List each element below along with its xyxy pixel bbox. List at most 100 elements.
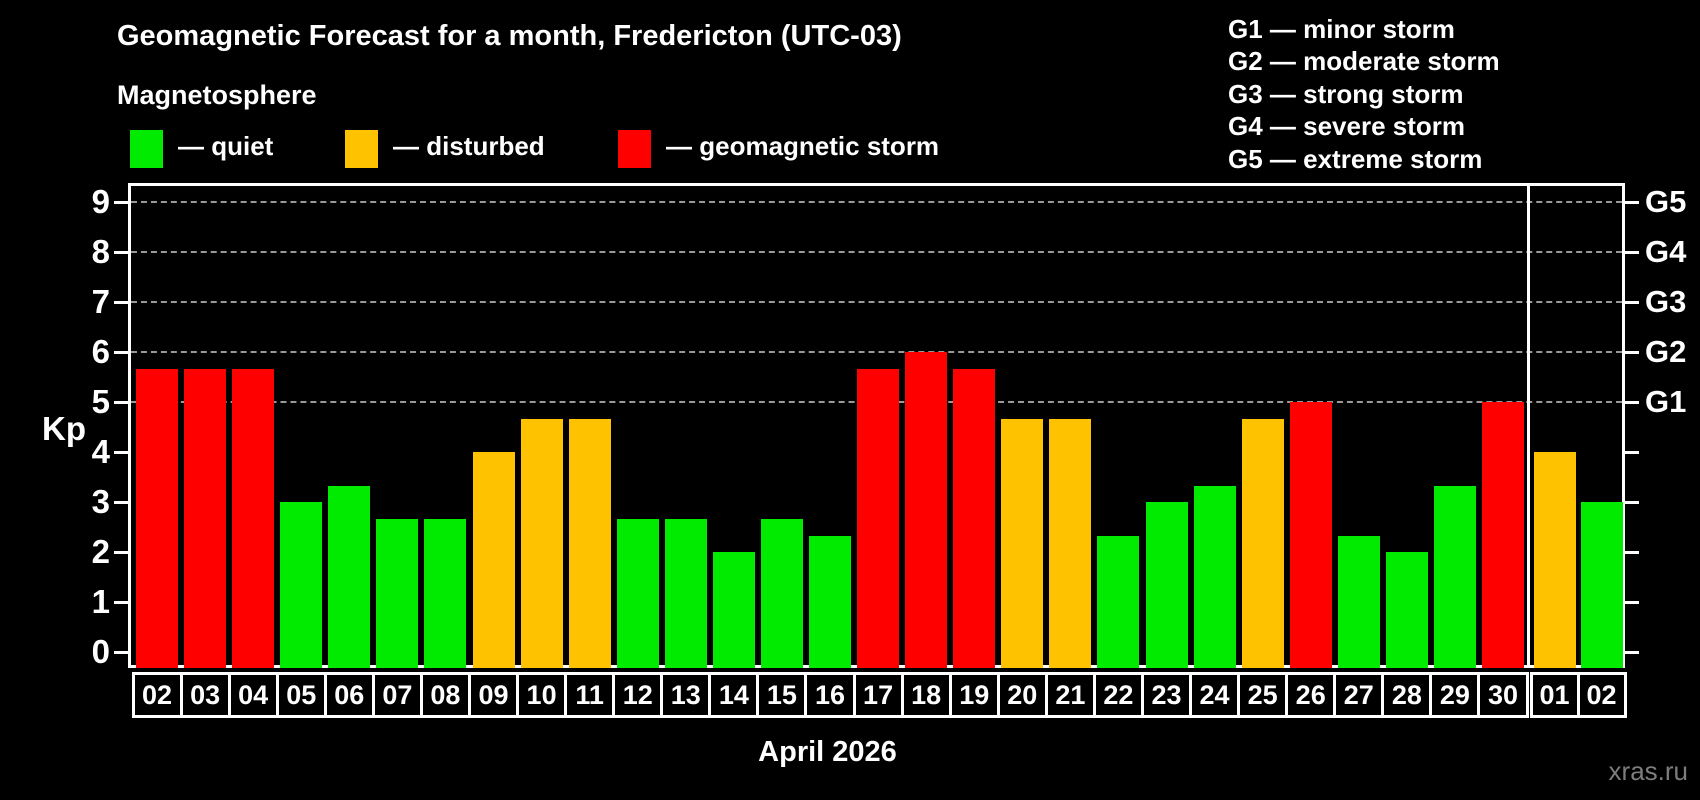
bar-apr-08 <box>424 518 467 668</box>
legend-item-label: — quiet <box>178 131 274 161</box>
chart-title: Geomagnetic Forecast for a month, Freder… <box>117 20 902 52</box>
date-box-apr-15-text: 15 <box>766 680 797 710</box>
kp-tick-3 <box>114 501 128 504</box>
bar-apr-18 <box>905 352 948 668</box>
bar-apr-26 <box>1289 402 1332 668</box>
gridline-kp9 <box>131 201 1622 203</box>
date-box-apr-08: 08 <box>419 672 471 718</box>
kp-tick-9 <box>114 201 128 204</box>
g-label-G5-text: G5 <box>1645 184 1687 219</box>
kp-tick-label-4: 4 <box>44 432 110 472</box>
kp-tick-label-6: 6 <box>44 332 110 372</box>
date-box-apr-22: 22 <box>1092 672 1144 718</box>
bar-apr-20 <box>1001 418 1044 668</box>
date-box-apr-09: 09 <box>467 672 520 718</box>
kp-tick-label-6-text: 6 <box>91 333 110 370</box>
date-box-apr-16: 16 <box>804 672 856 718</box>
g-label-G1-text: G1 <box>1645 384 1687 419</box>
date-box-apr-19: 19 <box>948 672 1000 718</box>
right-axis-tick-3 <box>1625 501 1639 504</box>
month-separator-line <box>1527 183 1530 668</box>
bar-apr-21 <box>1049 418 1092 668</box>
bar-apr-22 <box>1097 535 1140 668</box>
date-box-apr-12: 12 <box>612 672 664 718</box>
kp-tick-label-0-text: 0 <box>91 633 110 670</box>
legend-swatch-disturbed <box>345 130 378 168</box>
date-box-apr-10: 10 <box>516 672 568 718</box>
bar-apr-29 <box>1433 485 1476 668</box>
date-box-apr-17-text: 17 <box>863 680 894 710</box>
kp-tick-label-4-text: 4 <box>91 433 110 470</box>
date-box-apr-07: 07 <box>371 672 423 718</box>
bar-apr-30 <box>1481 402 1524 668</box>
bar-apr-25 <box>1241 418 1284 668</box>
date-box-apr-30-text: 30 <box>1487 680 1518 710</box>
date-box-apr-06-text: 06 <box>334 680 365 710</box>
date-box-apr-04-text: 04 <box>238 680 269 710</box>
x-axis-title: April 2026 <box>758 736 897 768</box>
bar-apr-04 <box>232 368 275 668</box>
date-box-apr-08-text: 08 <box>430 680 461 710</box>
right-axis-tick-2 <box>1625 551 1639 554</box>
kp-tick-label-9-text: 9 <box>91 183 110 220</box>
g-label-G4-text: G4 <box>1645 234 1687 269</box>
date-box-apr-18: 18 <box>900 672 952 718</box>
date-box-may-02: 02 <box>1576 672 1627 718</box>
g-scale-legend-item-1-text: G1 — minor storm <box>1228 14 1455 44</box>
date-box-apr-04: 04 <box>227 672 279 718</box>
kp-tick-label-5: 5 <box>44 382 110 422</box>
g-scale-legend-item-2: G2 — moderate storm <box>1228 46 1500 77</box>
bar-apr-17 <box>857 368 900 668</box>
date-box-apr-19-text: 19 <box>959 680 990 710</box>
date-box-apr-25: 25 <box>1237 672 1289 718</box>
g-scale-legend-item-2-text: G2 — moderate storm <box>1228 46 1500 77</box>
kp-tick-label-7-text: 7 <box>91 283 110 320</box>
bar-apr-24 <box>1193 485 1236 668</box>
date-box-apr-05-text: 05 <box>286 680 317 710</box>
date-box-may-01: 01 <box>1529 672 1580 718</box>
date-box-apr-30: 30 <box>1477 672 1529 718</box>
date-box-apr-17: 17 <box>852 672 904 718</box>
bar-apr-05 <box>280 502 323 668</box>
right-axis-tick-0 <box>1625 651 1639 654</box>
legend-item-label: — disturbed <box>393 131 545 161</box>
date-box-apr-26-text: 26 <box>1295 680 1326 710</box>
bar-apr-12 <box>616 518 659 668</box>
bar-may-01 <box>1533 452 1576 668</box>
right-axis-tick-8 <box>1625 251 1639 254</box>
date-box-apr-15: 15 <box>756 672 808 718</box>
legend-swatch-storm <box>618 130 651 168</box>
bar-apr-06 <box>328 485 371 668</box>
g-label-G1: G1 <box>1645 382 1686 422</box>
bar-apr-11 <box>568 418 611 668</box>
kp-tick-4 <box>114 451 128 454</box>
kp-tick-label-7: 7 <box>44 282 110 322</box>
date-box-apr-21-text: 21 <box>1055 680 1086 710</box>
date-box-apr-06: 06 <box>323 672 375 718</box>
date-box-apr-21: 21 <box>1044 672 1096 718</box>
kp-tick-label-3: 3 <box>44 482 110 522</box>
date-box-apr-26: 26 <box>1285 672 1337 718</box>
kp-tick-label-0: 0 <box>44 632 110 672</box>
date-box-apr-02: 02 <box>131 672 183 718</box>
date-box-apr-18-text: 18 <box>911 680 942 710</box>
y-axis-label: Kp <box>42 410 86 447</box>
date-box-apr-20: 20 <box>996 672 1048 718</box>
date-box-apr-29: 29 <box>1429 672 1481 718</box>
g-label-G3: G3 <box>1645 282 1686 322</box>
date-box-apr-27: 27 <box>1333 672 1385 718</box>
date-box-apr-23-text: 23 <box>1151 680 1182 710</box>
kp-tick-2 <box>114 551 128 554</box>
legend-item-label: — geomagnetic storm <box>666 131 940 161</box>
g-scale-legend-item-3: G3 — strong storm <box>1228 79 1463 110</box>
right-axis-tick-1 <box>1625 601 1639 604</box>
date-box-apr-03: 03 <box>179 672 231 718</box>
bar-apr-03 <box>184 368 227 668</box>
date-box-apr-13-text: 13 <box>670 680 701 710</box>
kp-tick-8 <box>114 251 128 254</box>
watermark: xras.ru <box>1608 756 1688 786</box>
g-label-G4: G4 <box>1645 232 1686 272</box>
bar-apr-27 <box>1337 535 1380 668</box>
date-box-apr-02-text: 02 <box>142 680 173 710</box>
